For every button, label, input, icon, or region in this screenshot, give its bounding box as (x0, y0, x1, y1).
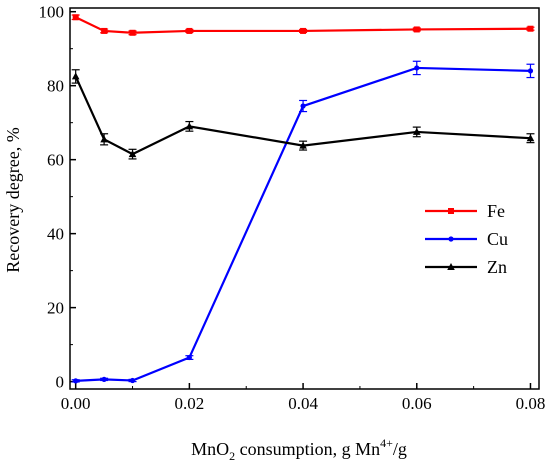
data-point-fe (300, 27, 307, 34)
legend-entry-cu: Cu (425, 229, 508, 249)
data-point-zn (128, 150, 137, 158)
y-tick-label: 80 (47, 77, 64, 96)
legend-entry-fe: Fe (425, 201, 505, 221)
x-tick-label: 0.02 (175, 394, 205, 413)
x-axis-title-suffix: /g (393, 439, 407, 459)
data-point-fe (72, 14, 79, 21)
x-tick-label: 0.08 (516, 394, 546, 413)
x-tick-label: 0.04 (288, 394, 318, 413)
x-tick-label: 0.06 (402, 394, 432, 413)
series-line-cu (75, 66, 531, 382)
legend: Fe Cu Zn (425, 201, 508, 277)
data-point-zn (100, 135, 108, 143)
plot-area-border (69, 7, 540, 390)
data-point-zn (526, 134, 535, 142)
x-axis-title-subscript: 2 (229, 449, 235, 463)
y-tick-label: 40 (47, 225, 64, 244)
data-point-fe (413, 26, 420, 33)
y-tick-label: 100 (39, 3, 65, 22)
data-point-cu (101, 376, 107, 382)
y-tick-label: 60 (47, 151, 64, 170)
legend-label-cu: Cu (487, 229, 508, 249)
data-point-fe (527, 25, 534, 32)
data-point-cu (414, 65, 420, 71)
x-axis-title-middle: consumption, g Mn (235, 439, 380, 459)
x-axis-title: MnO2 consumption, g Mn4+/g (191, 436, 407, 463)
series-cu (71, 60, 535, 384)
x-tick-label: 0.00 (61, 394, 91, 413)
data-point-zn (71, 72, 80, 80)
plot-frame (69, 7, 540, 390)
y-tick-label: 20 (47, 299, 64, 318)
data-point-cu (129, 377, 136, 384)
data-point-fe (186, 27, 193, 34)
y-axis: 0 20 40 60 80 100 (39, 3, 76, 392)
data-point-zn (412, 127, 421, 135)
data-point-zn (299, 141, 307, 149)
data-point-fe (129, 29, 136, 36)
x-axis: 0.00 0.02 0.04 0.06 0.08 (61, 383, 546, 413)
legend-label-zn: Zn (487, 257, 507, 277)
legend-label-fe: Fe (487, 201, 505, 221)
x-axis-title-superscript: 4+ (380, 436, 393, 450)
data-point-cu (186, 354, 192, 361)
series-zn (71, 69, 535, 160)
data-point-cu (73, 378, 79, 384)
x-axis-title-prefix: MnO (191, 439, 229, 459)
legend-entry-zn: Zn (425, 257, 507, 277)
data-point-cu (527, 68, 534, 74)
data-point-fe (101, 27, 108, 34)
legend-marker-cu (448, 236, 454, 242)
series-layer (71, 14, 535, 384)
series-fe (71, 14, 535, 36)
y-tick-label: 0 (56, 373, 65, 392)
legend-marker-zn (447, 263, 455, 270)
y-axis-title: Recovery degree, % (3, 127, 23, 272)
legend-marker-fe (448, 208, 454, 214)
data-point-zn (185, 122, 194, 130)
data-point-cu (300, 103, 306, 109)
